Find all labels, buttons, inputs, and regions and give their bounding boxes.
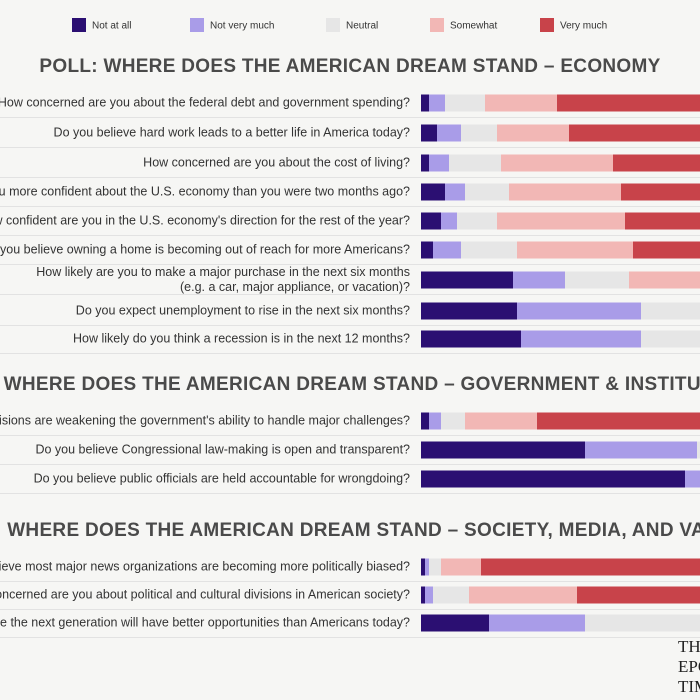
bar-segment bbox=[421, 470, 685, 488]
question-label: Do you believe political divisions are w… bbox=[0, 413, 410, 427]
bar-segment bbox=[429, 412, 441, 430]
bar-segment bbox=[697, 441, 700, 459]
bar-segment bbox=[421, 94, 429, 112]
legend-swatch bbox=[72, 18, 86, 32]
bar-segment bbox=[421, 212, 441, 230]
bar-segment bbox=[421, 558, 425, 576]
bar-segment bbox=[517, 241, 633, 259]
question-label: Do you believe public officials are held… bbox=[34, 471, 410, 485]
bar-segment bbox=[685, 470, 700, 488]
bar-segment bbox=[441, 212, 457, 230]
bar-segment bbox=[501, 154, 613, 172]
logo: EPOCH bbox=[678, 657, 700, 676]
bar-segment bbox=[421, 441, 585, 459]
bar-segment bbox=[461, 124, 497, 142]
bar-segment bbox=[461, 241, 517, 259]
section-title: POLL: WHERE DOES THE AMERICAN DREAM STAN… bbox=[0, 374, 700, 395]
bar-segment bbox=[517, 302, 641, 320]
bar-segment bbox=[429, 558, 441, 576]
section-title: POLL: WHERE DOES THE AMERICAN DREAM STAN… bbox=[39, 56, 660, 77]
bar-segment bbox=[441, 558, 481, 576]
legend-label: Somewhat bbox=[450, 21, 497, 32]
bar-segment bbox=[429, 154, 449, 172]
bar-segment bbox=[465, 183, 509, 201]
bar-segment bbox=[421, 412, 429, 430]
question-label: Do you believe owning a home is becoming… bbox=[0, 242, 410, 256]
bar-segment bbox=[641, 330, 700, 348]
question-label: (e.g. a car, major appliance, or vacatio… bbox=[180, 280, 410, 294]
question-label: Do you expect unemployment to rise in th… bbox=[76, 303, 410, 317]
question-label: How likely do you think a recession is i… bbox=[73, 331, 410, 345]
bar-segment bbox=[425, 558, 429, 576]
bar-segment bbox=[421, 614, 489, 632]
bar-segment bbox=[537, 412, 700, 430]
question-label: Are you more confident about the U.S. ec… bbox=[0, 184, 410, 198]
bar-segment bbox=[469, 586, 577, 604]
question-label: Do you believe the next generation will … bbox=[0, 615, 410, 629]
legend-swatch bbox=[190, 18, 204, 32]
question-label: How concerned are you about political an… bbox=[0, 587, 410, 601]
question-label: How concerned are you about the federal … bbox=[0, 95, 410, 109]
bar-segment bbox=[421, 302, 517, 320]
bar-segment bbox=[577, 586, 700, 604]
bar-segment bbox=[445, 183, 465, 201]
bar-segment bbox=[481, 558, 700, 576]
bar-segment bbox=[509, 183, 621, 201]
bar-segment bbox=[433, 586, 469, 604]
bar-segment bbox=[621, 183, 700, 201]
legend-swatch bbox=[326, 18, 340, 32]
bar-segment bbox=[421, 154, 429, 172]
logo: THE bbox=[678, 637, 700, 656]
bar-segment bbox=[465, 412, 537, 430]
legend-label: Neutral bbox=[346, 21, 378, 32]
bar-segment bbox=[421, 241, 433, 259]
bar-segment bbox=[457, 212, 497, 230]
bar-segment bbox=[485, 94, 557, 112]
bar-segment bbox=[421, 183, 445, 201]
section-title: POLL: WHERE DOES THE AMERICAN DREAM STAN… bbox=[0, 520, 700, 541]
bar-segment bbox=[489, 614, 585, 632]
bar-segment bbox=[569, 124, 700, 142]
bar-segment bbox=[421, 586, 425, 604]
legend-label: Not at all bbox=[92, 21, 131, 32]
question-label: How likely are you to make a major purch… bbox=[36, 265, 410, 279]
bar-segment bbox=[497, 212, 625, 230]
bar-segment bbox=[629, 271, 700, 289]
question-label: How concerned are you about the cost of … bbox=[143, 155, 410, 169]
bar-segment bbox=[433, 241, 461, 259]
bar-segment bbox=[585, 614, 700, 632]
bar-segment bbox=[449, 154, 501, 172]
question-label: Do you believe most major news organizat… bbox=[0, 559, 410, 573]
bar-segment bbox=[497, 124, 569, 142]
legend-label: Very much bbox=[560, 21, 607, 32]
legend-swatch bbox=[540, 18, 554, 32]
bar-segment bbox=[437, 124, 461, 142]
bar-segment bbox=[445, 94, 485, 112]
bar-segment bbox=[641, 302, 700, 320]
bar-segment bbox=[421, 124, 437, 142]
question-label: How confident are you in the U.S. econom… bbox=[0, 213, 410, 227]
legend-swatch bbox=[430, 18, 444, 32]
bar-segment bbox=[441, 412, 465, 430]
bar-segment bbox=[521, 330, 641, 348]
question-label: Do you believe Congressional law-making … bbox=[35, 442, 410, 456]
bar-segment bbox=[429, 94, 445, 112]
bar-segment bbox=[425, 586, 433, 604]
bar-segment bbox=[513, 271, 565, 289]
bar-segment bbox=[633, 241, 700, 259]
bar-segment bbox=[625, 212, 700, 230]
question-label: Do you believe hard work leads to a bett… bbox=[54, 125, 410, 139]
bar-segment bbox=[565, 271, 629, 289]
bar-segment bbox=[613, 154, 700, 172]
bar-segment bbox=[557, 94, 700, 112]
bar-segment bbox=[421, 330, 521, 348]
legend-label: Not very much bbox=[210, 21, 274, 32]
bar-segment bbox=[585, 441, 697, 459]
bar-segment bbox=[421, 271, 513, 289]
logo: TIMES bbox=[678, 677, 700, 696]
